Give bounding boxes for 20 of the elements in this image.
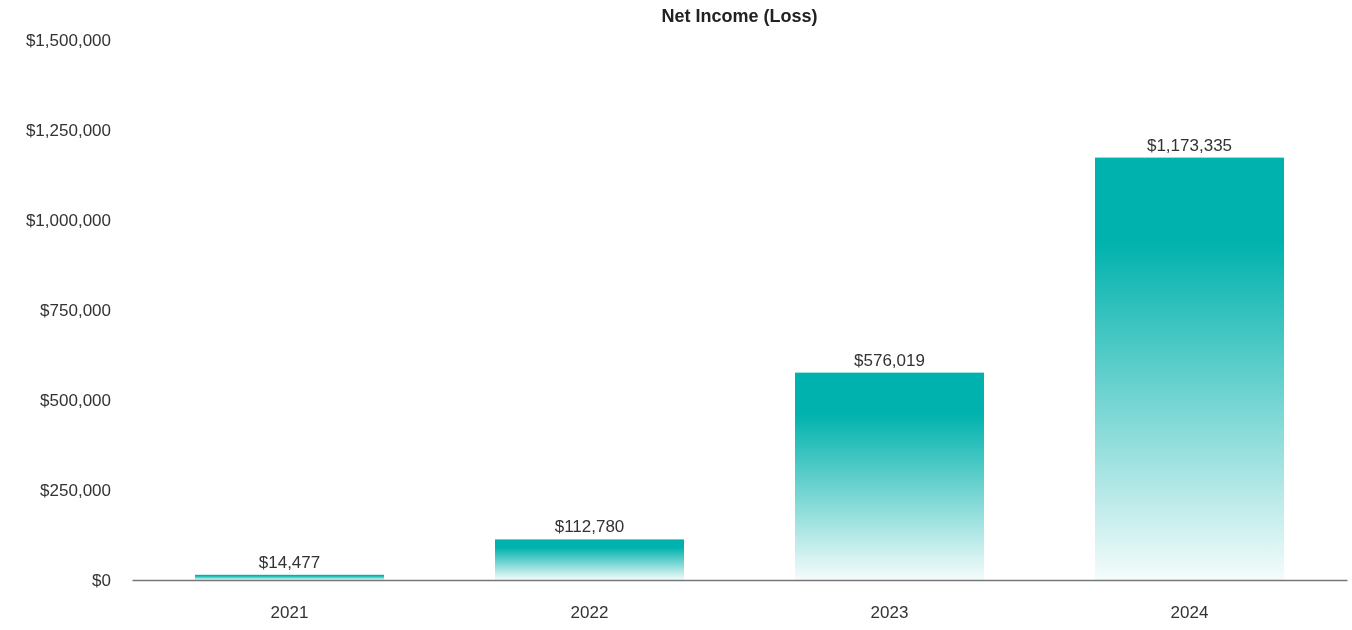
data-label: $1,173,335 xyxy=(1146,135,1233,155)
x-tick-label: 2021 xyxy=(270,603,309,623)
y-tick-label: $1,000,000 xyxy=(25,210,111,230)
data-label: $14,477 xyxy=(258,552,321,572)
y-tick-label: $250,000 xyxy=(40,480,111,500)
y-tick-label: $1,500,000 xyxy=(25,30,111,50)
x-tick-label: 2023 xyxy=(870,603,909,623)
bar xyxy=(1095,157,1284,580)
y-tick-label: $750,000 xyxy=(40,300,111,320)
x-tick-label: 2024 xyxy=(1170,603,1209,623)
y-tick-label: $500,000 xyxy=(40,390,111,410)
data-label: $576,019 xyxy=(854,350,925,370)
bar xyxy=(495,539,684,580)
chart-title: Net Income (Loss) xyxy=(661,6,818,26)
bar xyxy=(195,574,384,580)
y-tick-label: $1,250,000 xyxy=(25,120,111,140)
y-tick-label: $0 xyxy=(92,570,111,590)
x-tick-label: 2022 xyxy=(570,603,609,623)
bar xyxy=(795,372,984,580)
data-label: $112,780 xyxy=(554,517,625,537)
